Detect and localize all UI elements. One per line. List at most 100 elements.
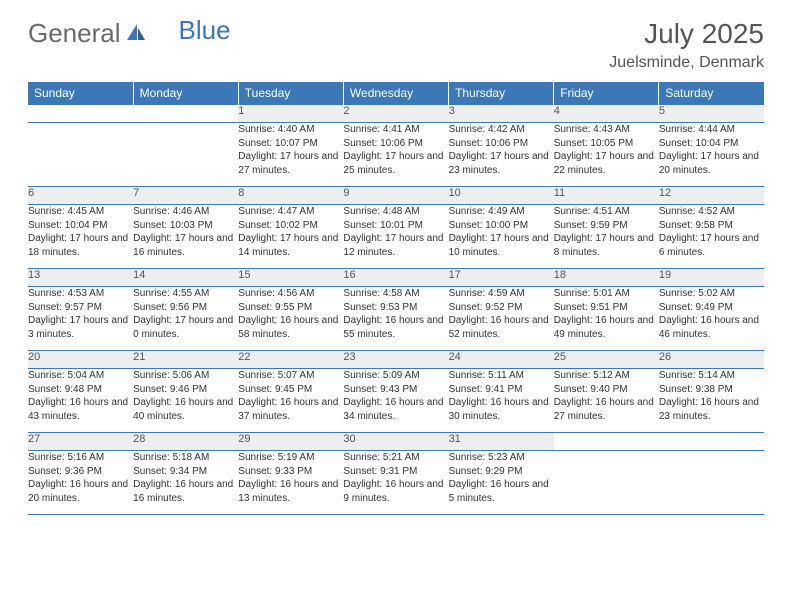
- day-number-cell: 5: [659, 105, 764, 123]
- logo-text-blue: Blue: [179, 15, 231, 46]
- sunset-text: Sunset: 9:38 PM: [659, 383, 764, 397]
- location-label: Juelsminde, Denmark: [609, 54, 764, 72]
- weekday-header: Wednesday: [343, 82, 448, 105]
- daylight-text: Daylight: 16 hours and 13 minutes.: [238, 478, 343, 505]
- day-content-row: Sunrise: 4:40 AMSunset: 10:07 PMDaylight…: [28, 123, 764, 187]
- day-number-cell: 11: [554, 187, 659, 205]
- sunrise-text: Sunrise: 5:09 AM: [343, 369, 448, 383]
- sunset-text: Sunset: 9:45 PM: [238, 383, 343, 397]
- day-content-cell: Sunrise: 4:43 AMSunset: 10:05 PMDaylight…: [554, 123, 659, 187]
- daylight-text: Daylight: 16 hours and 37 minutes.: [238, 396, 343, 423]
- sunrise-text: Sunrise: 5:14 AM: [659, 369, 764, 383]
- daylight-text: Daylight: 17 hours and 20 minutes.: [659, 150, 764, 177]
- sunrise-text: Sunrise: 4:58 AM: [343, 287, 448, 301]
- day-number-cell: 27: [28, 433, 133, 451]
- weekday-header: Saturday: [659, 82, 764, 105]
- sunset-text: Sunset: 10:04 PM: [659, 137, 764, 151]
- day-content-cell: Sunrise: 4:45 AMSunset: 10:04 PMDaylight…: [28, 205, 133, 269]
- day-number-row: 6789101112: [28, 187, 764, 205]
- day-content-cell: Sunrise: 5:01 AMSunset: 9:51 PMDaylight:…: [554, 287, 659, 351]
- sunset-text: Sunset: 9:40 PM: [554, 383, 659, 397]
- sunset-text: Sunset: 10:00 PM: [449, 219, 554, 233]
- daylight-text: Daylight: 17 hours and 25 minutes.: [343, 150, 448, 177]
- logo-sail-icon: [125, 18, 147, 49]
- sunrise-text: Sunrise: 4:41 AM: [343, 123, 448, 137]
- day-number-row: 13141516171819: [28, 269, 764, 287]
- daylight-text: Daylight: 16 hours and 20 minutes.: [28, 478, 133, 505]
- sunset-text: Sunset: 9:31 PM: [343, 465, 448, 479]
- day-number-row: 2728293031: [28, 433, 764, 451]
- sunset-text: Sunset: 9:57 PM: [28, 301, 133, 315]
- day-content-cell: Sunrise: 4:47 AMSunset: 10:02 PMDaylight…: [238, 205, 343, 269]
- sunrise-text: Sunrise: 4:53 AM: [28, 287, 133, 301]
- day-content-cell: [554, 451, 659, 515]
- day-content-cell: Sunrise: 5:19 AMSunset: 9:33 PMDaylight:…: [238, 451, 343, 515]
- header: General Blue July 2025 Juelsminde, Denma…: [28, 18, 764, 72]
- daylight-text: Daylight: 16 hours and 52 minutes.: [449, 314, 554, 341]
- day-number-cell: 28: [133, 433, 238, 451]
- daylight-text: Daylight: 17 hours and 8 minutes.: [554, 232, 659, 259]
- day-number-cell: 7: [133, 187, 238, 205]
- sunset-text: Sunset: 10:07 PM: [238, 137, 343, 151]
- sunrise-text: Sunrise: 4:55 AM: [133, 287, 238, 301]
- daylight-text: Daylight: 16 hours and 23 minutes.: [659, 396, 764, 423]
- day-number-cell: 17: [449, 269, 554, 287]
- sunrise-text: Sunrise: 4:52 AM: [659, 205, 764, 219]
- day-content-cell: Sunrise: 4:48 AMSunset: 10:01 PMDaylight…: [343, 205, 448, 269]
- day-content-row: Sunrise: 5:04 AMSunset: 9:48 PMDaylight:…: [28, 369, 764, 433]
- sunset-text: Sunset: 9:58 PM: [659, 219, 764, 233]
- day-content-cell: Sunrise: 5:06 AMSunset: 9:46 PMDaylight:…: [133, 369, 238, 433]
- day-number-cell: 29: [238, 433, 343, 451]
- daylight-text: Daylight: 16 hours and 16 minutes.: [133, 478, 238, 505]
- sunrise-text: Sunrise: 4:42 AM: [449, 123, 554, 137]
- day-content-cell: Sunrise: 4:53 AMSunset: 9:57 PMDaylight:…: [28, 287, 133, 351]
- day-content-row: Sunrise: 4:53 AMSunset: 9:57 PMDaylight:…: [28, 287, 764, 351]
- sunrise-text: Sunrise: 4:49 AM: [449, 205, 554, 219]
- day-content-row: Sunrise: 4:45 AMSunset: 10:04 PMDaylight…: [28, 205, 764, 269]
- sunrise-text: Sunrise: 5:07 AM: [238, 369, 343, 383]
- day-content-cell: Sunrise: 4:55 AMSunset: 9:56 PMDaylight:…: [133, 287, 238, 351]
- sunset-text: Sunset: 10:06 PM: [343, 137, 448, 151]
- daylight-text: Daylight: 17 hours and 12 minutes.: [343, 232, 448, 259]
- logo-text-general: General: [28, 18, 121, 49]
- sunset-text: Sunset: 9:41 PM: [449, 383, 554, 397]
- day-number-cell: 26: [659, 351, 764, 369]
- weekday-header: Sunday: [28, 82, 133, 105]
- weekday-header: Friday: [554, 82, 659, 105]
- sunrise-text: Sunrise: 5:12 AM: [554, 369, 659, 383]
- day-number-cell: 12: [659, 187, 764, 205]
- day-number-cell: 24: [449, 351, 554, 369]
- sunrise-text: Sunrise: 5:04 AM: [28, 369, 133, 383]
- daylight-text: Daylight: 16 hours and 5 minutes.: [449, 478, 554, 505]
- sunset-text: Sunset: 9:52 PM: [449, 301, 554, 315]
- day-number-cell: 1: [238, 105, 343, 123]
- day-number-cell: [554, 433, 659, 451]
- sunrise-text: Sunrise: 4:56 AM: [238, 287, 343, 301]
- day-number-cell: 4: [554, 105, 659, 123]
- sunrise-text: Sunrise: 4:46 AM: [133, 205, 238, 219]
- sunset-text: Sunset: 9:34 PM: [133, 465, 238, 479]
- sunrise-text: Sunrise: 5:19 AM: [238, 451, 343, 465]
- day-content-cell: Sunrise: 4:46 AMSunset: 10:03 PMDaylight…: [133, 205, 238, 269]
- day-content-cell: Sunrise: 5:07 AMSunset: 9:45 PMDaylight:…: [238, 369, 343, 433]
- sunrise-text: Sunrise: 4:43 AM: [554, 123, 659, 137]
- day-content-cell: Sunrise: 4:40 AMSunset: 10:07 PMDaylight…: [238, 123, 343, 187]
- daylight-text: Daylight: 17 hours and 6 minutes.: [659, 232, 764, 259]
- day-number-cell: 30: [343, 433, 448, 451]
- daylight-text: Daylight: 17 hours and 0 minutes.: [133, 314, 238, 341]
- day-number-cell: 8: [238, 187, 343, 205]
- day-content-cell: Sunrise: 5:23 AMSunset: 9:29 PMDaylight:…: [449, 451, 554, 515]
- day-content-cell: Sunrise: 4:59 AMSunset: 9:52 PMDaylight:…: [449, 287, 554, 351]
- sunrise-text: Sunrise: 4:47 AM: [238, 205, 343, 219]
- daylight-text: Daylight: 17 hours and 23 minutes.: [449, 150, 554, 177]
- sunset-text: Sunset: 10:02 PM: [238, 219, 343, 233]
- day-content-cell: [133, 123, 238, 187]
- daylight-text: Daylight: 16 hours and 43 minutes.: [28, 396, 133, 423]
- sunrise-text: Sunrise: 4:59 AM: [449, 287, 554, 301]
- day-number-row: 20212223242526: [28, 351, 764, 369]
- day-content-cell: Sunrise: 5:11 AMSunset: 9:41 PMDaylight:…: [449, 369, 554, 433]
- daylight-text: Daylight: 16 hours and 49 minutes.: [554, 314, 659, 341]
- day-number-cell: 14: [133, 269, 238, 287]
- daylight-text: Daylight: 16 hours and 34 minutes.: [343, 396, 448, 423]
- daylight-text: Daylight: 17 hours and 22 minutes.: [554, 150, 659, 177]
